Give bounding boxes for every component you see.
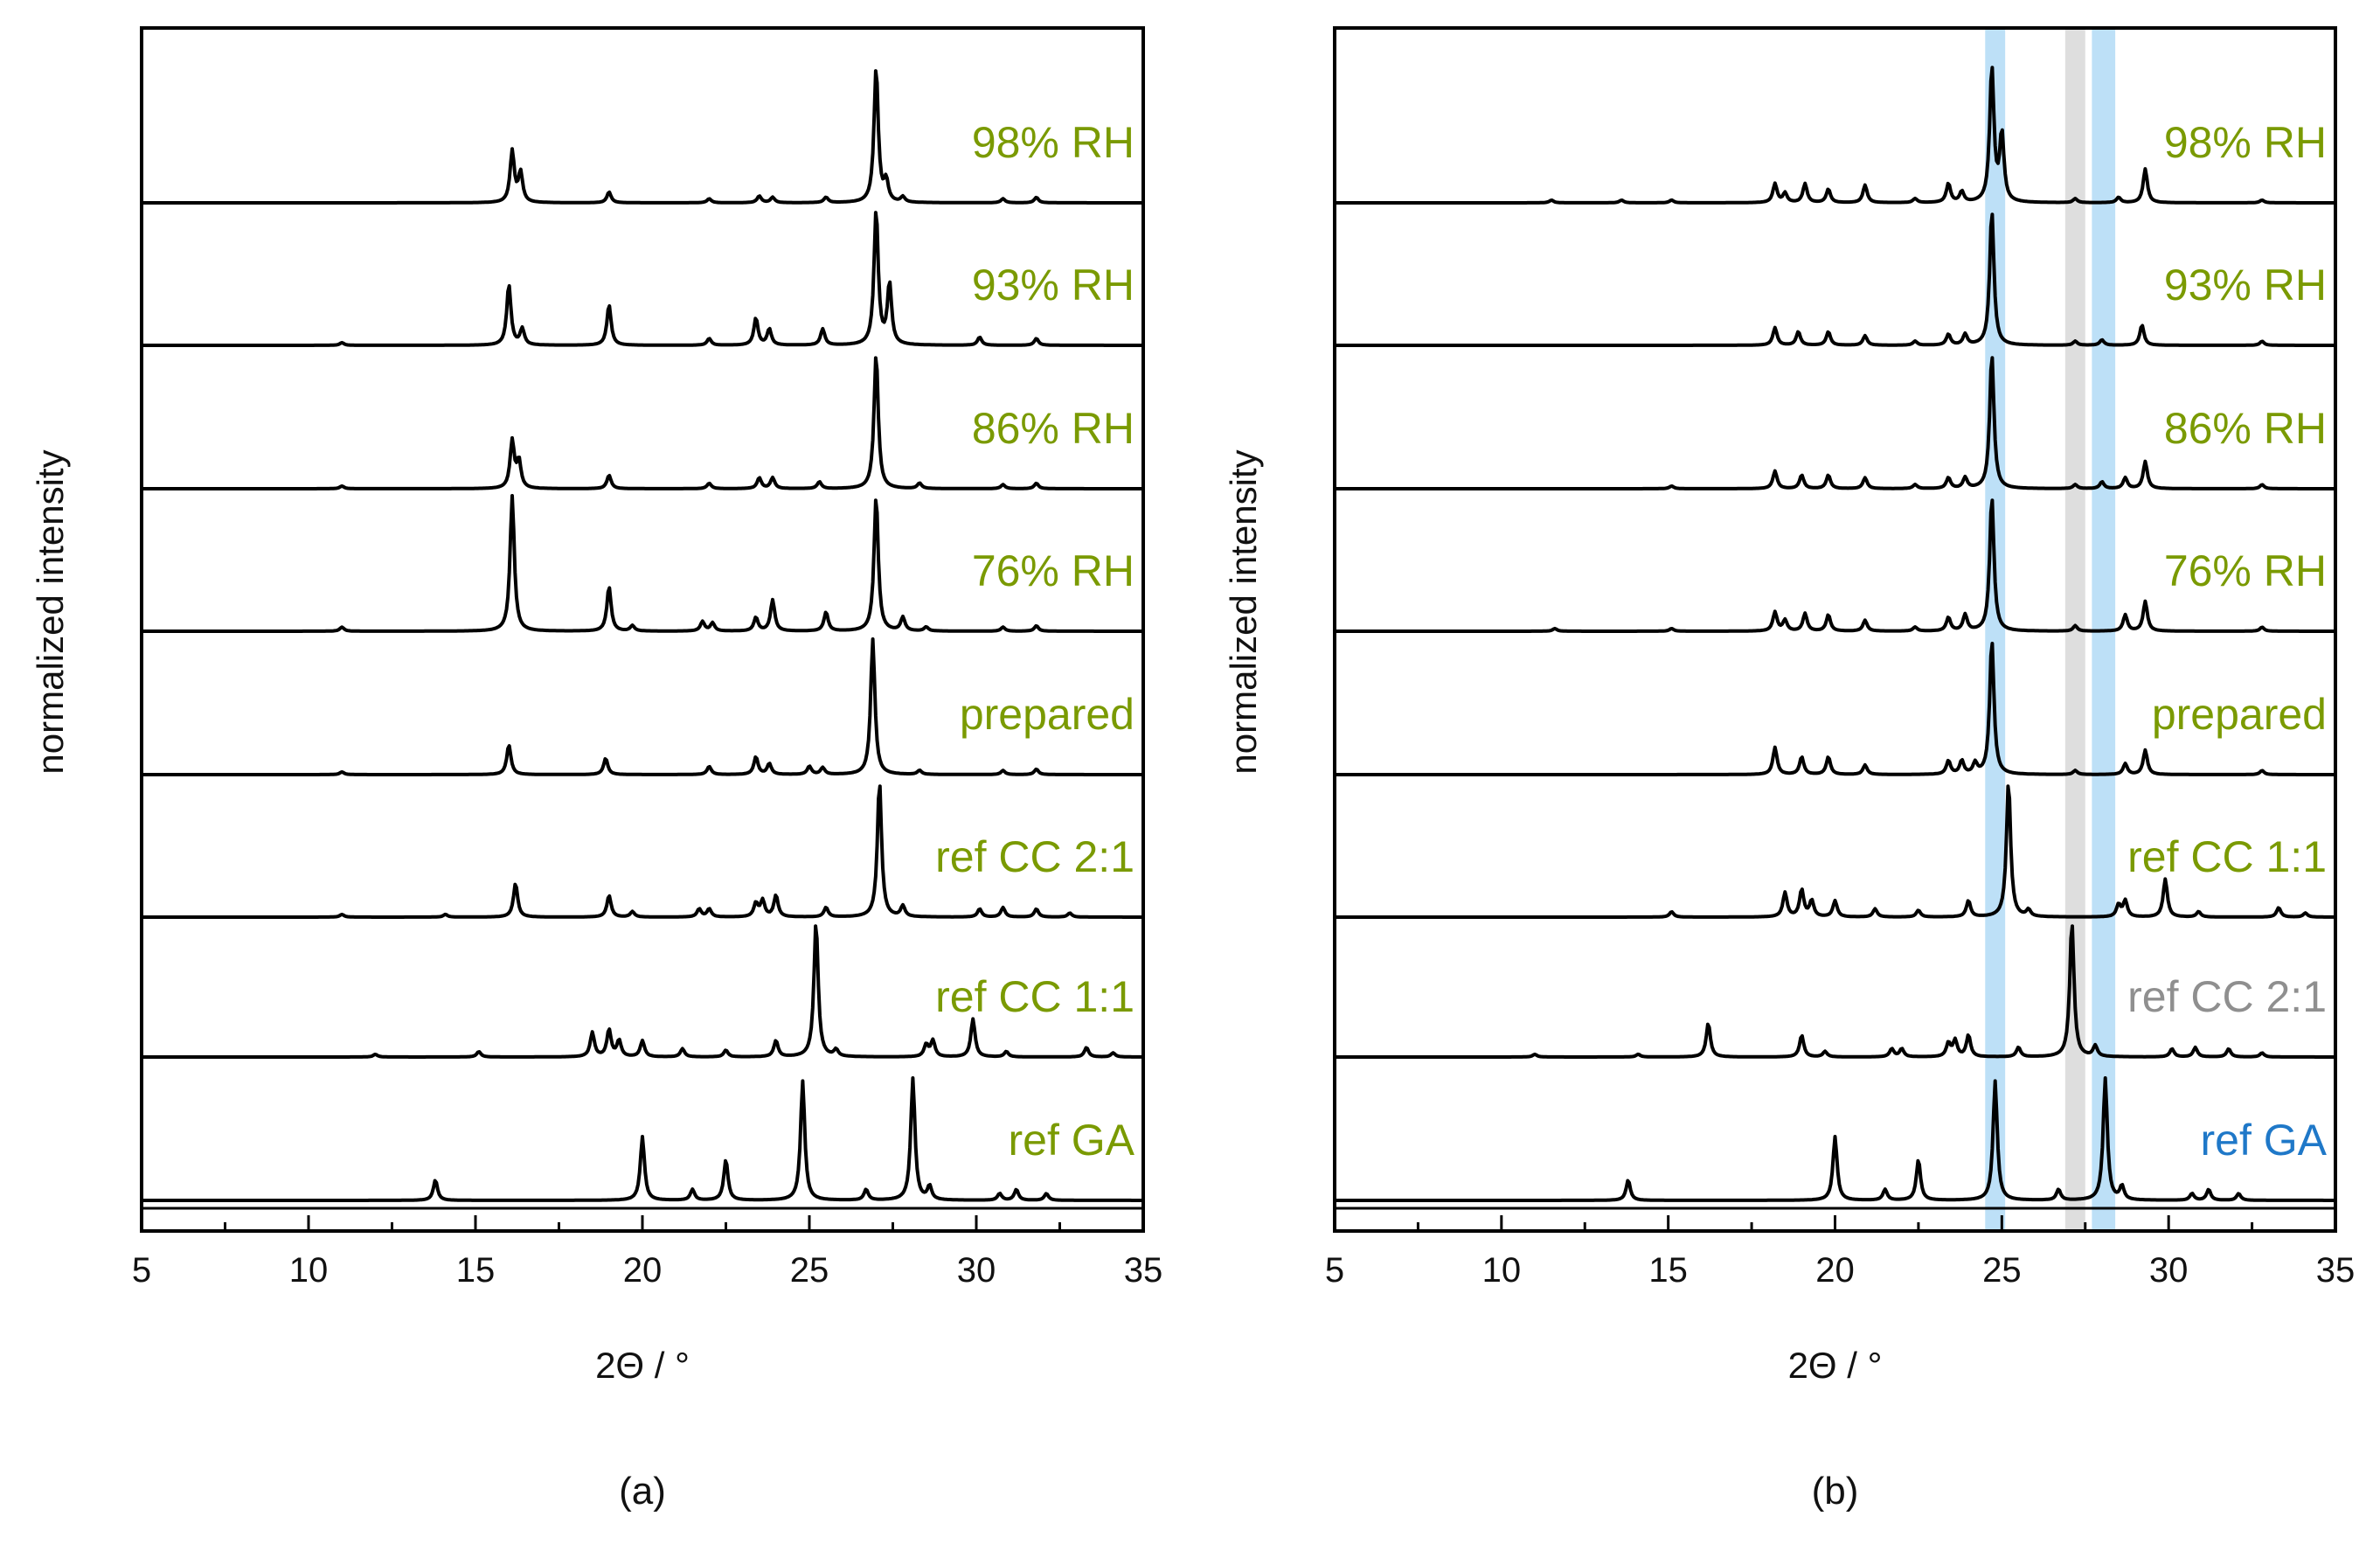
- x-axis-title: 2Θ / °: [595, 1345, 690, 1386]
- x-tick-label: 35: [1124, 1251, 1163, 1290]
- x-axis-title: 2Θ / °: [1788, 1345, 1883, 1386]
- y-axis-title: normalized intensity: [30, 449, 71, 774]
- trace-ref-ga: [1334, 1076, 2336, 1202]
- trace-ref-ga: [141, 1076, 1144, 1202]
- series-label: ref GA: [1009, 1116, 1135, 1165]
- series-label: 93% RH: [2164, 261, 2327, 309]
- panel-caption: (b): [1812, 1470, 1859, 1513]
- trace-ref-cc-1-1: [141, 924, 1144, 1059]
- series-label: ref CC 2:1: [2127, 972, 2327, 1021]
- x-tick-label: 35: [2316, 1251, 2356, 1290]
- x-tick-label: 30: [2149, 1251, 2189, 1290]
- trace-76-rh: [141, 494, 1144, 633]
- trace-86-rh: [1334, 356, 2336, 490]
- y-axis-title: normalized intensity: [1223, 449, 1264, 774]
- series-label: ref CC 1:1: [935, 972, 1134, 1021]
- x-tick-label: 20: [1815, 1251, 1855, 1290]
- x-tick-label: 15: [456, 1251, 496, 1290]
- series-label: 98% RH: [2164, 118, 2327, 167]
- x-tick-label: 25: [1982, 1251, 2022, 1290]
- trace-93-rh: [141, 211, 1144, 347]
- trace-prepared: [141, 637, 1144, 776]
- panel-caption: (a): [619, 1470, 666, 1513]
- series-label: 93% RH: [972, 261, 1134, 309]
- series-label: ref CC 1:1: [2127, 832, 2327, 881]
- x-tick-label: 25: [790, 1251, 829, 1290]
- series-label: ref CC 2:1: [935, 832, 1134, 881]
- x-tick-label: 15: [1648, 1251, 1688, 1290]
- highlight-band-0: [1985, 30, 2006, 1229]
- x-tick-label: 10: [1482, 1251, 1522, 1290]
- panel-a: 98% RH 93% RH 86% RH 76% RH prepared ref CC 2…: [30, 26, 1163, 1513]
- x-tick-label: 5: [1325, 1251, 1344, 1290]
- trace-93-rh: [1334, 212, 2336, 347]
- series-label: 86% RH: [2164, 404, 2327, 453]
- trace-86-rh: [141, 356, 1144, 490]
- x-tick-label: 5: [132, 1251, 151, 1290]
- series-label: 76% RH: [2164, 546, 2327, 595]
- panel-b: 98% RH 93% RH 86% RH 76% RH prepared ref CC 1…: [1223, 26, 2356, 1513]
- trace-76-rh: [1334, 498, 2336, 633]
- trace-98-rh: [1334, 66, 2336, 205]
- series-label: 86% RH: [972, 404, 1134, 453]
- trace-ref-cc-2-1: [141, 784, 1144, 919]
- trace-98-rh: [141, 69, 1144, 205]
- trace-ref-cc-1-1: [1334, 784, 2336, 919]
- trace-ref-cc-2-1: [1334, 924, 2336, 1059]
- x-tick-label: 10: [289, 1251, 329, 1290]
- series-label: prepared: [2152, 690, 2327, 739]
- x-tick-label: 30: [957, 1251, 996, 1290]
- series-label: ref GA: [2201, 1116, 2328, 1165]
- trace-prepared: [1334, 642, 2336, 776]
- series-label: 76% RH: [972, 546, 1134, 595]
- series-label: prepared: [960, 690, 1134, 739]
- series-label: 98% RH: [972, 118, 1134, 167]
- x-tick-label: 20: [623, 1251, 663, 1290]
